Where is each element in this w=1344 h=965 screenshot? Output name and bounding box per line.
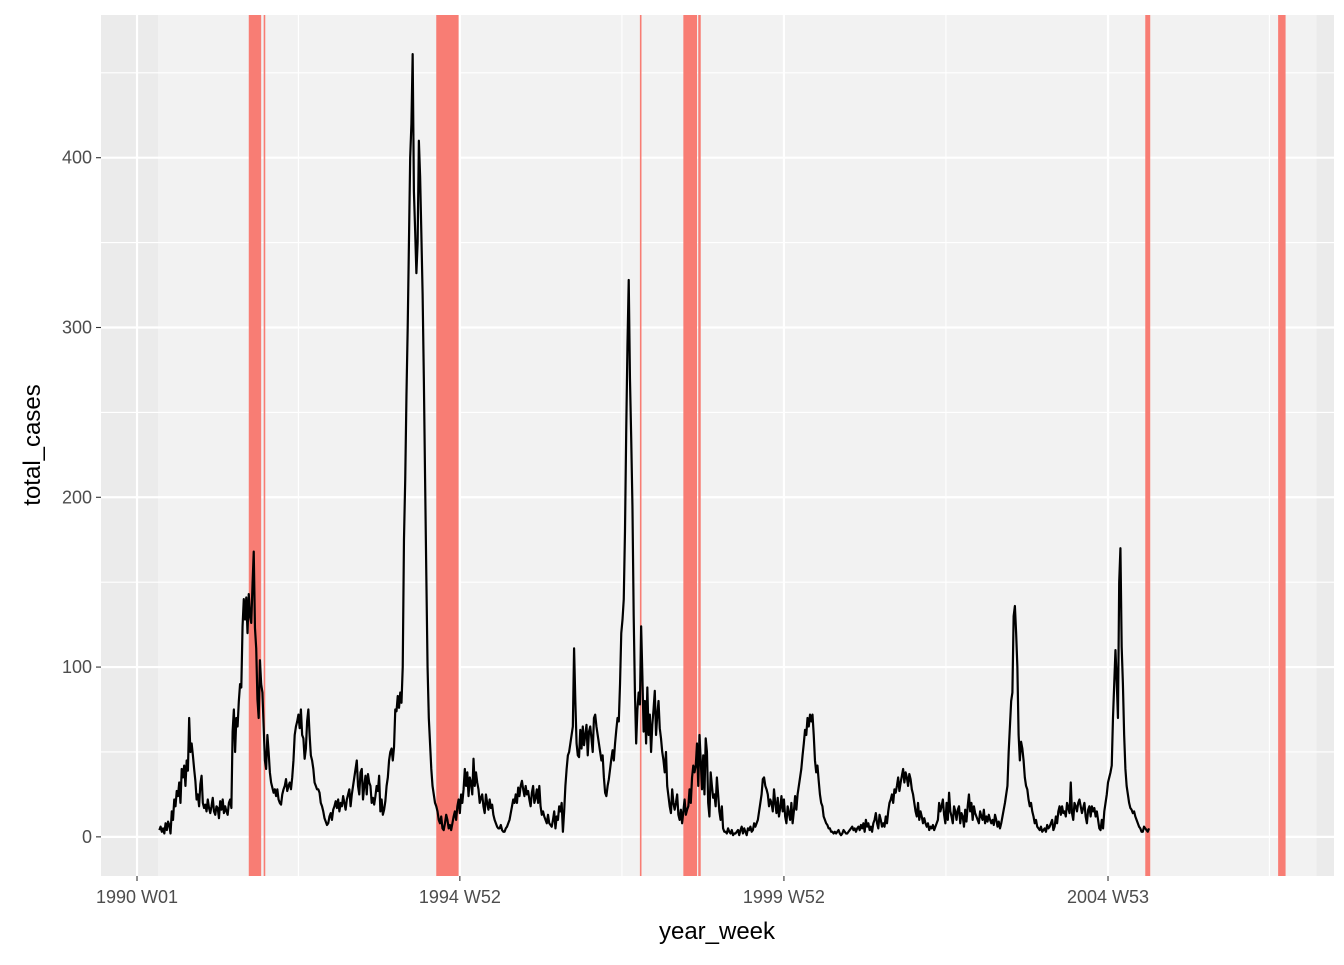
y-tick-label: 100 [62, 657, 92, 677]
y-axis-title: total_cases [19, 384, 46, 505]
highlight-bands [248, 15, 1286, 876]
highlight-band [639, 15, 642, 876]
major-gridlines [101, 15, 1334, 876]
x-tick-label: 1999 W52 [743, 887, 825, 907]
highlight-band [263, 15, 266, 876]
x-axis-tick-labels: 1990 W01 1994 W52 1999 W52 2004 W53 [96, 887, 1149, 907]
x-axis-title: year_week [659, 918, 776, 945]
data-range-shade [158, 15, 1317, 876]
y-tick-label: 200 [62, 487, 92, 507]
highlight-band [683, 15, 698, 876]
y-axis-tick-marks [96, 157, 101, 838]
x-axis-tick-marks [136, 876, 1109, 881]
highlight-band [1278, 15, 1286, 876]
highlight-band [436, 15, 459, 876]
series-line-total-cases [158, 53, 1151, 837]
y-tick-label: 300 [62, 317, 92, 337]
y-tick-label: 400 [62, 148, 92, 168]
highlight-band [698, 15, 701, 876]
y-tick-label: 0 [82, 827, 92, 847]
x-tick-label: 2004 W53 [1067, 887, 1149, 907]
x-tick-label: 1990 W01 [96, 887, 178, 907]
y-axis-tick-labels: 0 100 200 300 400 [62, 148, 92, 847]
highlight-band [248, 15, 262, 876]
x-tick-label: 1994 W52 [419, 887, 501, 907]
highlight-band [1145, 15, 1151, 876]
